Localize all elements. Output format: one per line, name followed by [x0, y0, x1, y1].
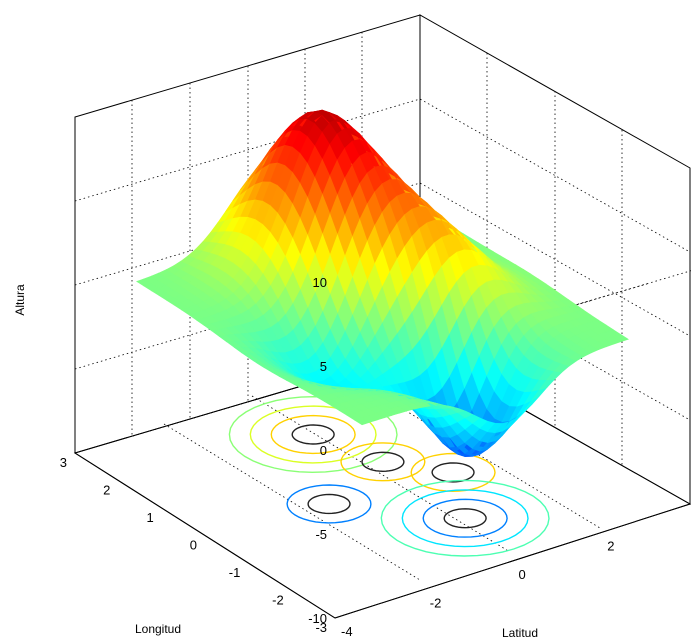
surface-patch — [612, 334, 629, 343]
x-tick-label: 2 — [607, 539, 614, 554]
z-axis-label: Altura — [13, 284, 27, 316]
y-tick-label: -3 — [315, 620, 327, 635]
contour-line — [307, 493, 351, 515]
y-tick-label: -1 — [229, 565, 241, 580]
contour-line — [291, 424, 335, 445]
x-tick-label: 0 — [519, 567, 526, 582]
x-axis-label: Latitud — [502, 626, 538, 640]
contour-line — [401, 489, 529, 548]
z-tick-label: -5 — [315, 527, 327, 542]
z-tick-label: 5 — [320, 359, 327, 374]
y-tick-label: 1 — [146, 510, 153, 525]
z-tick-label: 10 — [313, 275, 327, 290]
contour-projection — [228, 395, 550, 557]
x-tick-label: -2 — [430, 596, 442, 611]
contour-line — [380, 479, 550, 557]
surface-mesh — [136, 109, 629, 457]
front-axes — [74, 117, 691, 619]
contour-line — [410, 452, 496, 493]
y-tick-label: 2 — [103, 483, 110, 498]
y-axis-label: Longitud — [135, 622, 181, 636]
contour-line — [431, 462, 475, 483]
contour-line — [361, 451, 405, 473]
z-tick-label: 0 — [320, 443, 327, 458]
x-tick-label: -4 — [341, 624, 353, 639]
contour-line — [286, 484, 372, 524]
contour-line — [443, 508, 487, 529]
contour-line — [249, 405, 377, 464]
contour-line — [422, 498, 508, 538]
y-tick-label: -2 — [272, 593, 284, 608]
contour-line — [270, 414, 356, 455]
contour-line — [228, 395, 398, 474]
z-tick-label: -10 — [308, 611, 327, 626]
y-tick-label: 0 — [190, 538, 197, 553]
contour-line — [340, 442, 426, 482]
y-tick-label: 3 — [60, 455, 67, 470]
